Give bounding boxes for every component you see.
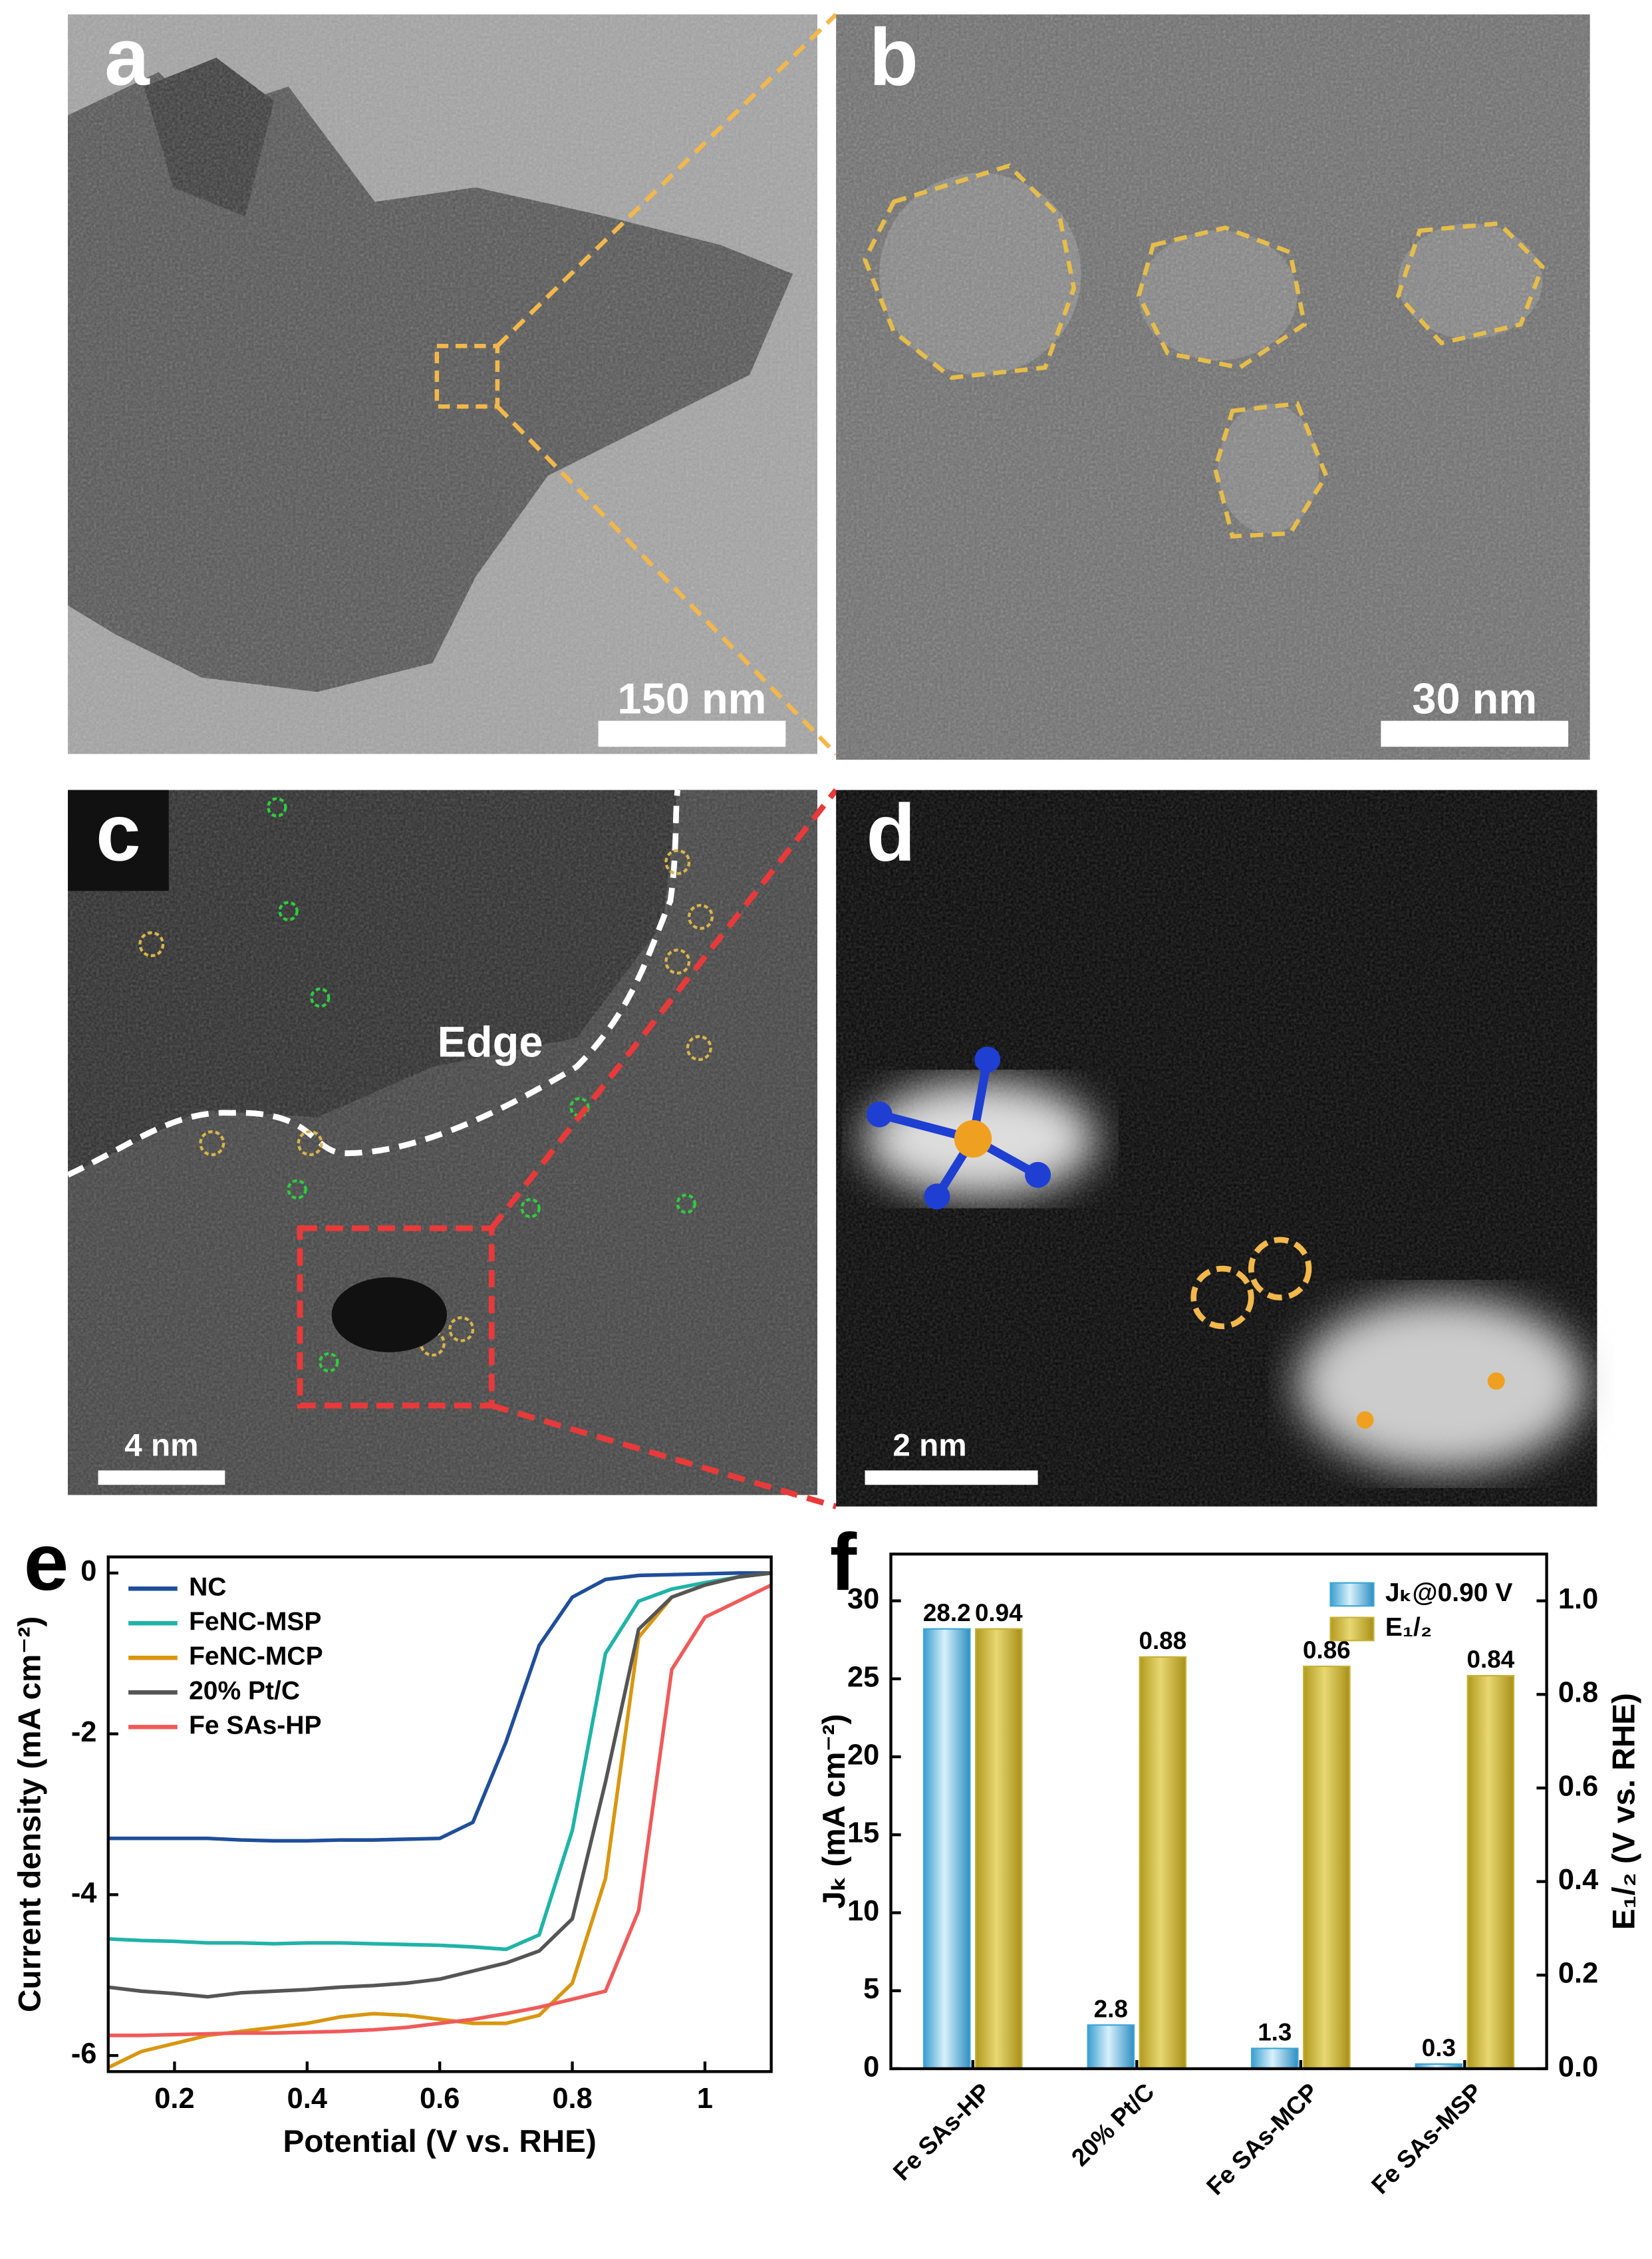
scale-bar-label: 30 nm (1412, 675, 1537, 723)
y-tick-label: 0.8 (1558, 1677, 1598, 1709)
x-axis-label: Potential (V vs. RHE) (283, 2124, 597, 2159)
legend-swatch (1329, 1616, 1375, 1642)
x-tick-label: Fe SAs-MSP (1366, 2078, 1487, 2199)
panel-a (68, 13, 838, 756)
y-tick-label: 25 (847, 1661, 879, 1693)
panel-label: d (866, 787, 915, 877)
y-tick-label: -2 (71, 1716, 97, 1748)
legend-label: 20% Pt/C (189, 1677, 300, 1706)
y-tick-label: 0 (80, 1555, 96, 1587)
y-tick-label: 0.0 (1558, 2051, 1598, 2083)
y-tick-label: 15 (847, 1817, 879, 1849)
x-tick-label: 20% Pt/C (1066, 2078, 1159, 2171)
y-tick-label: 0.4 (1558, 1864, 1598, 1896)
legend-label: Fe SAs-HP (189, 1712, 321, 1740)
plot-frame (889, 1553, 1548, 2071)
panel-b (836, 14, 1590, 760)
value-label: 2.8 (1094, 1995, 1128, 2022)
legend-swatch (1329, 1582, 1375, 1607)
x-tick-label: 0.6 (420, 2083, 460, 2115)
plot-frame (106, 1555, 773, 2073)
x-tick-label: Fe SAs-HP (888, 2078, 996, 2186)
panel-label: f (830, 1517, 857, 1607)
y-tick-label: 20 (847, 1739, 879, 1771)
value-label: 0.94 (975, 1599, 1023, 1626)
y2-axis-label: E₁/₂ (V vs. RHE) (1606, 1693, 1641, 1930)
legend-label: FeNC-MSP (189, 1608, 321, 1636)
value-label: 1.3 (1258, 2019, 1292, 2046)
y-tick-label: 5 (863, 1973, 879, 2005)
y-tick-label: 30 (847, 1583, 879, 1615)
y-tick-label: -6 (71, 2038, 97, 2070)
legend-label: FeNC-MCP (189, 1642, 323, 1671)
y-tick-label: 0.6 (1558, 1770, 1598, 1802)
bar (975, 1628, 1023, 2070)
series-line (108, 1571, 771, 1999)
y-tick-label: 0.2 (1558, 1958, 1598, 1990)
bar (1139, 1656, 1187, 2070)
series-line (108, 1571, 771, 1843)
y-axis-label: Current density (mA cm⁻²) (12, 1616, 47, 2012)
panel-label: c (96, 787, 141, 877)
annotation: Edge (438, 1017, 543, 1066)
panel-label: a (104, 11, 150, 102)
bar (1251, 2047, 1299, 2070)
series-line (108, 1583, 772, 2037)
x-tick-label: 0.4 (287, 2083, 327, 2115)
x-tick-label: 1 (697, 2083, 713, 2115)
value-label: 0.84 (1467, 1646, 1515, 1673)
scale-bar-label: 2 nm (893, 1428, 966, 1463)
scale-bar-label: 150 nm (617, 675, 766, 723)
panel-label: b (869, 11, 918, 102)
value-label: 28.2 (923, 1599, 971, 1626)
y-tick-label: 10 (847, 1895, 879, 1927)
panel-d (836, 790, 1597, 1507)
scale-bar-label: 4 nm (124, 1428, 198, 1463)
panel-label: e (24, 1517, 69, 1607)
panel-c (67, 788, 839, 1509)
y-axis-label: Jₖ (mA cm⁻²) (817, 1714, 852, 1909)
x-tick-label: 0.2 (154, 2083, 194, 2115)
bar (1303, 1665, 1351, 2070)
x-tick-label: 0.8 (552, 2083, 592, 2115)
y-tick-label: -4 (71, 1877, 97, 1909)
legend-label: Jₖ@0.90 V (1385, 1579, 1512, 1607)
bar (1466, 1675, 1515, 2070)
legend-label: E₁/₂ (1385, 1613, 1432, 1642)
y-tick-label: 0 (863, 2051, 879, 2083)
series-line (108, 1571, 771, 1952)
legend-label: NC (189, 1573, 226, 1602)
bar (923, 1628, 971, 2070)
value-label: 0.3 (1422, 2034, 1456, 2061)
bar (1087, 2024, 1135, 2070)
value-label: 0.88 (1139, 1627, 1186, 1654)
y-tick-label: 1.0 (1558, 1583, 1598, 1615)
x-tick-label: Fe SAs-MCP (1201, 2078, 1323, 2200)
